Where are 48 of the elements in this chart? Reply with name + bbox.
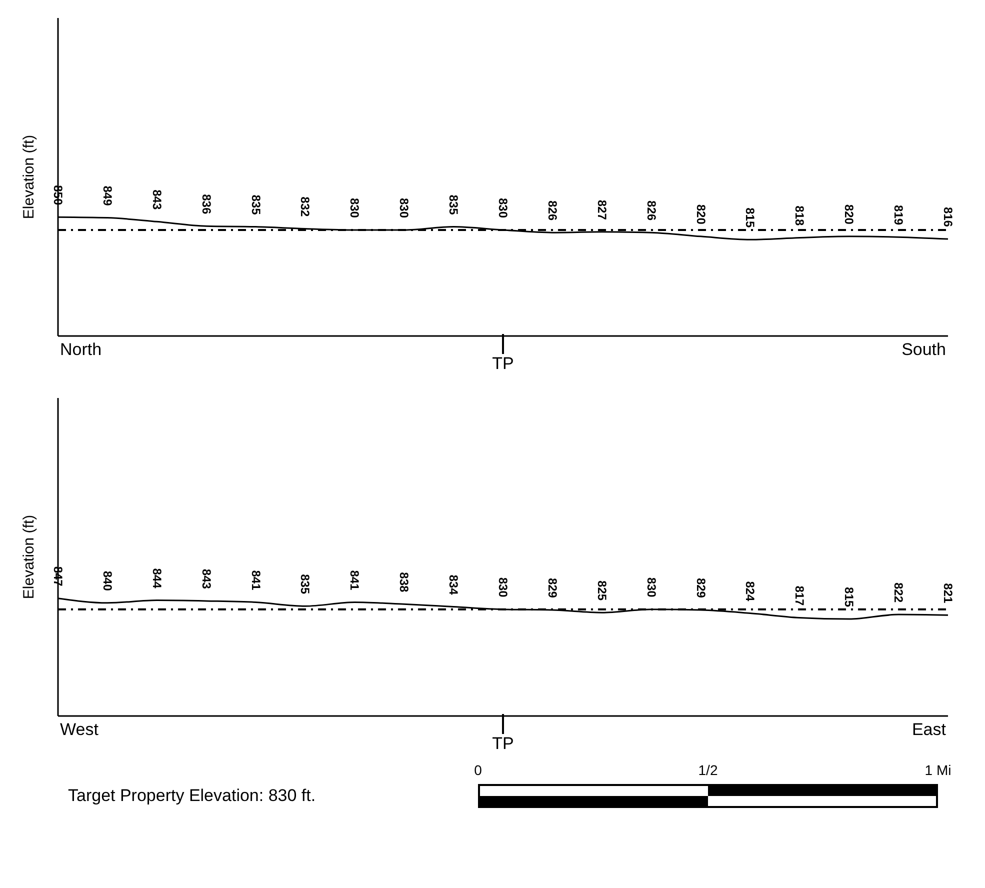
y-axis-title: Elevation (ft) [20,134,38,220]
text: 1/2 [698,762,718,778]
data-label: 822 [892,582,906,603]
data-label: 820 [842,204,856,225]
text: 1 Mi [924,762,952,778]
data-label: 841 [348,570,362,591]
data-label: 815 [743,208,758,228]
data-label: 824 [743,581,758,602]
data-label: 836 [199,194,214,214]
data-label: 838 [397,572,412,592]
text: West [60,720,98,740]
y-axis-title: Elevation (ft) [20,514,38,600]
text: East [912,720,946,740]
data-label: 830 [397,198,412,218]
data-label: 835 [248,194,263,216]
text: TP [492,354,514,374]
data-label: 816 [941,206,955,228]
data-label: 829 [545,578,560,598]
data-label: 840 [100,570,114,592]
data-label: 829 [694,578,708,598]
data-label: 821 [941,583,955,604]
data-label: 844 [150,568,164,589]
data-label: 819 [892,205,906,226]
data-label: 826 [644,200,658,221]
data-label: 835 [446,194,461,216]
data-label: 843 [199,568,214,590]
data-label: 830 [496,577,510,598]
data-label: 826 [545,200,560,221]
text: North [60,340,102,360]
data-label: 849 [100,186,114,206]
data-label: 830 [348,198,362,218]
data-label: 815 [842,587,856,608]
data-label: 841 [248,570,263,591]
text: Target Property Elevation: 830 ft. [68,786,316,806]
text: 0 [474,762,482,778]
data-label: 830 [496,198,510,218]
text: TP [492,734,514,754]
data-label: 818 [792,206,807,226]
data-label: 827 [594,200,609,220]
data-label: 832 [298,196,312,218]
data-label: 825 [594,580,609,601]
data-label: 843 [150,190,164,210]
data-label: 830 [644,577,658,598]
data-label: 835 [298,574,312,594]
text: South [902,340,946,360]
data-label: 834 [446,574,461,596]
data-label: 817 [792,586,807,606]
data-label: 820 [694,204,708,225]
